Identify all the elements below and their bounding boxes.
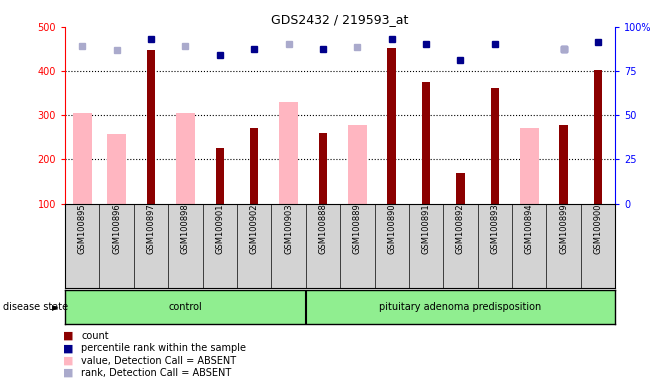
- Text: pituitary adenoma predisposition: pituitary adenoma predisposition: [380, 302, 542, 312]
- Bar: [73, 113, 92, 204]
- Bar: [318, 133, 327, 204]
- Title: GDS2432 / 219593_at: GDS2432 / 219593_at: [271, 13, 409, 26]
- Bar: [250, 127, 258, 204]
- Text: ■: ■: [63, 343, 74, 353]
- Bar: [594, 70, 602, 204]
- Text: rank, Detection Call = ABSENT: rank, Detection Call = ABSENT: [81, 368, 232, 378]
- Text: ■: ■: [63, 331, 74, 341]
- Text: value, Detection Call = ABSENT: value, Detection Call = ABSENT: [81, 356, 236, 366]
- Text: ■: ■: [63, 368, 74, 378]
- Bar: [348, 125, 367, 204]
- Bar: [176, 113, 195, 204]
- Bar: [279, 102, 298, 204]
- Text: control: control: [169, 302, 202, 312]
- Bar: [456, 174, 465, 204]
- Bar: [107, 134, 126, 204]
- Text: disease state: disease state: [3, 302, 68, 312]
- Text: count: count: [81, 331, 109, 341]
- Bar: [519, 128, 538, 204]
- Text: ■: ■: [63, 356, 74, 366]
- Bar: [422, 82, 430, 204]
- Bar: [559, 125, 568, 204]
- Text: percentile rank within the sample: percentile rank within the sample: [81, 343, 246, 353]
- Bar: [146, 50, 156, 204]
- Bar: [491, 88, 499, 204]
- Bar: [387, 48, 396, 204]
- Bar: [215, 148, 224, 204]
- Text: ▶: ▶: [52, 303, 59, 312]
